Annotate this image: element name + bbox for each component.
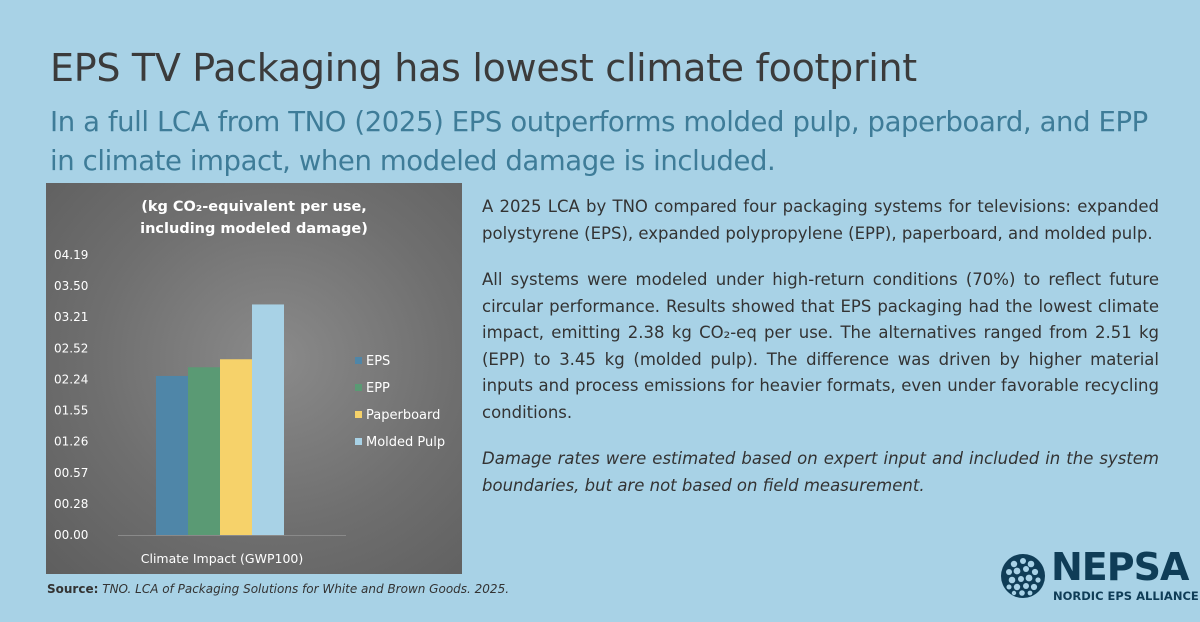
bar-paperboard bbox=[220, 359, 252, 535]
legend-label: Paperboard bbox=[366, 408, 440, 423]
legend-label: EPS bbox=[366, 354, 390, 369]
legend-label: EPP bbox=[366, 381, 390, 396]
chart-svg: (kg CO₂-equivalent per use, including mod… bbox=[54, 199, 445, 566]
source-text: TNO. LCA of Packaging Solutions for Whit… bbox=[102, 582, 510, 596]
legend-swatch bbox=[355, 438, 362, 445]
x-category-label: Climate Impact (GWP100) bbox=[141, 551, 303, 566]
y-tick-label: 00.57 bbox=[54, 466, 88, 480]
logo-name: NEPSA bbox=[1051, 545, 1189, 589]
bar-epp bbox=[188, 367, 220, 535]
y-tick-label: 03.21 bbox=[54, 310, 88, 324]
paragraph-results: All systems were modeled under high-retu… bbox=[482, 270, 1159, 422]
legend-swatch bbox=[355, 357, 362, 364]
bar-chart: (kg CO₂-equivalent per use, including mod… bbox=[46, 183, 462, 574]
chart-title-line: (kg CO₂-equivalent per use, bbox=[141, 199, 367, 215]
nepsa-logo: NEPSA NORDIC EPS ALLIANCE bbox=[1000, 545, 1199, 605]
source-citation: Source: TNO. LCA of Packaging Solutions … bbox=[47, 582, 509, 596]
paragraph-intro: A 2025 LCA by TNO compared four packagin… bbox=[482, 197, 1159, 243]
legend-swatch bbox=[355, 411, 362, 418]
y-tick-label: 01.26 bbox=[54, 435, 88, 449]
logo-tagline: NORDIC EPS ALLIANCE bbox=[1053, 589, 1199, 603]
nepsa-logo-mark-icon bbox=[1001, 554, 1045, 598]
y-tick-label: 00.28 bbox=[54, 497, 88, 511]
source-label: Source: bbox=[47, 582, 99, 596]
y-tick-label: 02.24 bbox=[54, 372, 88, 386]
y-tick-label: 04.19 bbox=[54, 248, 88, 262]
body-text: A 2025 LCA by TNO compared four packagin… bbox=[482, 194, 1159, 519]
y-tick-label: 00.00 bbox=[54, 528, 88, 542]
legend-swatch bbox=[355, 384, 362, 391]
bar-eps bbox=[156, 375, 188, 535]
paragraph-note: Damage rates were estimated based on exp… bbox=[482, 449, 1159, 495]
page-subtitle: In a full LCA from TNO (2025) EPS outper… bbox=[50, 106, 1148, 177]
page-title: EPS TV Packaging has lowest climate foot… bbox=[50, 46, 917, 90]
bar-molded-pulp bbox=[252, 304, 284, 535]
chart-title-line: including modeled damage) bbox=[140, 221, 368, 237]
y-tick-label: 01.55 bbox=[54, 404, 88, 418]
y-tick-label: 03.50 bbox=[54, 279, 88, 293]
legend-label: Molded Pulp bbox=[366, 435, 445, 450]
y-tick-label: 02.52 bbox=[54, 341, 88, 355]
